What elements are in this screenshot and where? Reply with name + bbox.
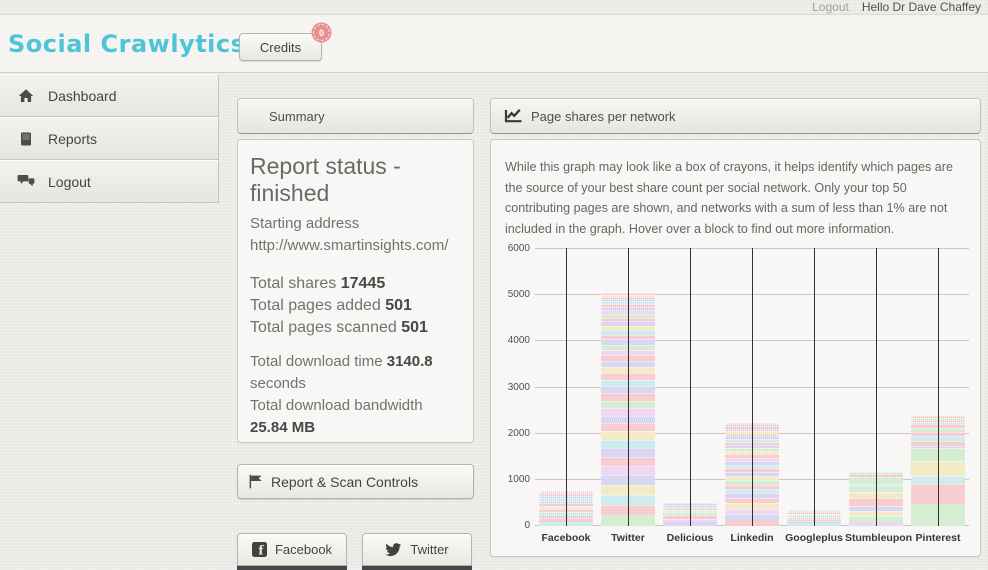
category-axis-line	[752, 248, 753, 526]
sidebar: Dashboard Reports Logout	[0, 74, 219, 203]
flag-icon	[248, 474, 263, 489]
facebook-button-wrap: f Facebook	[237, 533, 347, 570]
summary-panel-body: Report status - finished Starting addres…	[237, 139, 474, 443]
summary-column: Summary Report status - finished Startin…	[237, 98, 474, 570]
sidebar-item-logout[interactable]: Logout	[0, 160, 219, 203]
app-header: Social Crawlytics Credits 0	[0, 14, 988, 73]
y-axis-tick-2000: 2000	[507, 427, 530, 439]
sidebar-item-label: Dashboard	[48, 87, 117, 104]
chart-panel-body: While this graph may look like a box of …	[490, 139, 981, 557]
report-status-heading: Report status - finished	[250, 153, 401, 206]
stat-pages-scanned: Total pages scanned 501	[250, 319, 428, 336]
y-axis-tick-3000: 3000	[507, 381, 530, 393]
topbar: Logout Hello Dr Dave Chaffey	[0, 0, 988, 14]
chart-description: While this graph may look like a box of …	[505, 160, 954, 236]
chart-slot-pinterest	[907, 248, 969, 526]
social-buttons-row: f Facebook Twitter	[237, 533, 474, 570]
x-axis-label-googleplus: Googleplus	[785, 532, 843, 544]
y-axis-tick-5000: 5000	[507, 289, 530, 301]
category-axis-line	[628, 248, 629, 526]
chart-slot-linkedin	[721, 248, 783, 526]
category-axis-line	[938, 248, 939, 526]
category-axis-line	[814, 248, 815, 526]
sidebar-item-label: Logout	[48, 173, 91, 190]
line-chart-icon	[504, 108, 523, 124]
category-axis-line	[566, 248, 567, 526]
x-axis-label-linkedin: Linkedin	[730, 532, 774, 544]
starting-address-label: Starting address	[250, 215, 360, 232]
chart-slot-twitter	[597, 248, 659, 526]
chart-panel-header: Page shares per network	[490, 98, 981, 134]
y-axis-tick-6000: 6000	[507, 243, 530, 254]
chart-column: Page shares per network While this graph…	[490, 98, 981, 557]
credits-badge: 0	[313, 24, 330, 41]
twitter-button-base	[362, 566, 472, 570]
y-axis-tick-4000: 4000	[507, 335, 530, 347]
summary-panel-title: Summary	[269, 108, 325, 124]
starting-address-value: http://www.smartinsights.com/	[250, 237, 449, 254]
chart-slot-facebook	[535, 248, 597, 526]
x-axis-label-delicious: Delicious	[666, 532, 714, 544]
facebook-button[interactable]: f Facebook	[237, 533, 347, 566]
chart-slot-stumbleupon	[845, 248, 907, 526]
facebook-icon: f	[251, 542, 267, 557]
stat-total-shares: Total shares 17445	[250, 275, 386, 292]
brand-logo[interactable]: Social Crawlytics	[8, 30, 246, 58]
chart-slot-delicious	[659, 248, 721, 526]
chart-x-labels: Facebook Twitter Delicious Linkedin Googlepl…	[535, 526, 969, 544]
sidebar-item-reports[interactable]: Reports	[0, 117, 219, 160]
svg-text:f: f	[258, 543, 264, 557]
chart-slot-googleplus	[783, 248, 845, 526]
twitter-button[interactable]: Twitter	[362, 533, 472, 566]
chart-slots	[535, 248, 969, 526]
y-axis-tick-1000: 1000	[507, 473, 530, 485]
book-icon	[17, 131, 35, 147]
report-scan-controls-button[interactable]: Report & Scan Controls	[237, 464, 474, 499]
topbar-logout-link[interactable]: Logout	[812, 0, 849, 14]
y-axis-tick-0: 0	[524, 520, 530, 531]
category-axis-line	[876, 248, 877, 526]
chart-panel-title: Page shares per network	[531, 108, 676, 124]
user-greeting: Hello Dr Dave Chaffey	[861, 0, 981, 14]
x-axis-label-twitter: Twitter	[611, 532, 645, 544]
comments-icon	[17, 174, 35, 189]
download-bandwidth-row: Total download bandwidth 25.84 MB	[250, 397, 423, 436]
credits-wrap: Credits 0	[239, 19, 330, 61]
chart-plot: 0 1000 2000 3000 4000 5000 6000	[508, 243, 969, 531]
home-icon	[17, 88, 35, 104]
shares-chart: 0 1000 2000 3000 4000 5000 6000 Facebook Twitte…	[508, 243, 969, 544]
stats-block: Total shares 17445 Total pages added 501…	[250, 273, 461, 339]
twitter-button-wrap: Twitter	[362, 533, 472, 570]
stat-pages-added: Total pages added 501	[250, 297, 412, 314]
facebook-button-base	[237, 566, 347, 570]
x-axis-label-pinterest: Pinterest	[915, 532, 961, 544]
x-axis-label-stumbleupon: Stumbleupon	[845, 532, 913, 544]
credits-button[interactable]: Credits	[239, 33, 322, 61]
x-axis-label-facebook: Facebook	[541, 532, 591, 544]
sidebar-item-dashboard[interactable]: Dashboard	[0, 74, 219, 117]
summary-panel-header: Summary	[237, 98, 474, 134]
download-time-row: Total download time 3140.8 seconds	[250, 353, 433, 392]
downloads-block: Total download time 3140.8 seconds Total…	[250, 351, 461, 439]
twitter-bird-icon	[385, 542, 402, 557]
sidebar-item-label: Reports	[48, 130, 98, 147]
category-axis-line	[690, 248, 691, 526]
